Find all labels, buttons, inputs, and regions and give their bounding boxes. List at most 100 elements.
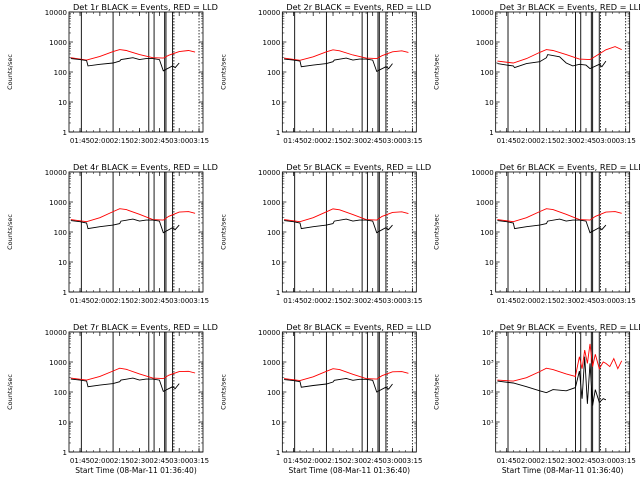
detector-panel: Det 9r BLACK = Events, RED = LLD Counts/s… — [433, 322, 640, 475]
y-axis-label: Counts/sec — [6, 374, 14, 410]
x-tick-label: 01:45 — [497, 137, 517, 145]
detector-panel: Det 8r BLACK = Events, RED = LLD Counts/s… — [219, 322, 431, 475]
chart-title: Det 3r BLACK = Events, RED = LLD — [500, 2, 640, 12]
plot-frame — [281, 11, 417, 133]
x-tick-label: 02:15 — [110, 137, 130, 145]
y-tick-label: 1000 — [476, 39, 494, 47]
x-tick-label: 02:00 — [516, 457, 536, 465]
y-tick-label: 1 — [276, 129, 280, 137]
x-tick-label: 03:00 — [596, 457, 616, 465]
x-tick-label: 02:00 — [303, 457, 323, 465]
y-tick-label: 1 — [63, 449, 67, 457]
x-tick-label: 02:30 — [129, 137, 149, 145]
y-tick-label: 10 — [271, 259, 280, 267]
detector-panel: Det 7r BLACK = Events, RED = LLD Counts/s… — [6, 322, 218, 475]
plot-frame — [495, 331, 631, 453]
y-tick-label: 10000 — [45, 9, 67, 17]
lld-series-line — [284, 49, 409, 61]
x-tick-label: 02:30 — [556, 137, 576, 145]
plot-frame — [495, 11, 631, 133]
x-tick-label: 02:00 — [516, 297, 536, 305]
x-tick-label: 02:45 — [149, 137, 169, 145]
events-series-line — [284, 377, 393, 393]
plot-frame — [68, 171, 204, 293]
x-tick-label: 02:45 — [363, 297, 383, 305]
x-tick-label: 02:30 — [556, 457, 576, 465]
x-axis-label: Start Time (08-Mar-11 01:36:40) — [75, 466, 197, 475]
y-tick-label: 1 — [276, 449, 280, 457]
y-tick-label: 1 — [63, 129, 67, 137]
x-tick-label: 03:15 — [402, 297, 422, 305]
x-tick-label: 02:00 — [303, 137, 323, 145]
y-tick-label: 1000 — [49, 199, 67, 207]
y-tick-label: 100 — [480, 69, 493, 77]
y-tick-label: 1 — [276, 289, 280, 297]
y-tick-label: 10 — [58, 99, 67, 107]
lld-series-line — [70, 208, 196, 223]
x-tick-label: 03:15 — [616, 297, 636, 305]
x-tick-label: 02:00 — [516, 137, 536, 145]
lld-series-line — [497, 46, 622, 64]
y-tick-label: 10 — [485, 99, 494, 107]
y-axis-label: Counts/sec — [433, 214, 441, 250]
plot-frame — [495, 171, 631, 293]
lld-series-line — [284, 368, 409, 382]
x-tick-label: 03:00 — [382, 137, 402, 145]
x-tick-label: 01:45 — [497, 457, 517, 465]
x-tick-label: 02:30 — [556, 297, 576, 305]
chart-title: Det 9r BLACK = Events, RED = LLD — [500, 322, 640, 332]
y-tick-label: 100 — [54, 229, 67, 237]
y-tick-label: 10³ — [482, 359, 494, 367]
x-tick-label: 02:15 — [110, 457, 130, 465]
x-tick-label: 03:15 — [189, 137, 209, 145]
y-tick-label: 10 — [58, 419, 67, 427]
y-tick-label: 10 — [58, 259, 67, 267]
x-tick-label: 02:30 — [129, 297, 149, 305]
detector-panel: Det 6r BLACK = Events, RED = LLD Counts/s… — [433, 162, 640, 305]
x-tick-label: 03:15 — [616, 137, 636, 145]
y-tick-label: 1 — [489, 289, 493, 297]
x-tick-label: 03:15 — [402, 457, 422, 465]
x-tick-label: 02:30 — [343, 297, 363, 305]
y-axis-label: Counts/sec — [433, 54, 441, 90]
x-tick-label: 02:30 — [129, 457, 149, 465]
events-series-line — [497, 356, 607, 406]
x-axis-label: Start Time (08-Mar-11 01:36:40) — [502, 466, 624, 475]
detector-panel: Det 5r BLACK = Events, RED = LLD Counts/s… — [219, 162, 431, 305]
detector-panel: Det 3r BLACK = Events, RED = LLD Counts/s… — [433, 2, 640, 145]
events-series-line — [70, 218, 180, 234]
x-tick-label: 03:00 — [169, 457, 189, 465]
y-tick-label: 10000 — [471, 9, 493, 17]
x-tick-label: 03:00 — [382, 457, 402, 465]
x-tick-label: 02:15 — [536, 297, 556, 305]
y-tick-label: 1000 — [263, 39, 281, 47]
x-tick-label: 03:00 — [169, 297, 189, 305]
chart-title: Det 4r BLACK = Events, RED = LLD — [73, 162, 218, 172]
chart-title: Det 8r BLACK = Events, RED = LLD — [286, 322, 431, 332]
lld-series-line — [70, 49, 196, 61]
y-tick-label: 100 — [267, 389, 280, 397]
x-tick-label: 02:45 — [363, 457, 383, 465]
chart-title: Det 7r BLACK = Events, RED = LLD — [73, 322, 218, 332]
x-tick-label: 02:45 — [149, 297, 169, 305]
y-tick-label: 10² — [482, 389, 494, 397]
detector-panel: Det 2r BLACK = Events, RED = LLD Counts/s… — [219, 2, 431, 145]
y-axis-label: Counts/sec — [219, 54, 227, 90]
x-tick-label: 03:15 — [189, 457, 209, 465]
x-tick-label: 02:15 — [323, 457, 343, 465]
y-tick-label: 1000 — [49, 359, 67, 367]
lld-series-line — [497, 343, 623, 382]
y-tick-label: 10 — [271, 99, 280, 107]
x-tick-label: 02:15 — [323, 297, 343, 305]
y-tick-label: 10000 — [471, 169, 493, 177]
y-tick-label: 10 — [271, 419, 280, 427]
y-axis-label: Counts/sec — [433, 374, 441, 410]
y-tick-label: 100 — [267, 229, 280, 237]
x-tick-label: 02:45 — [576, 137, 596, 145]
y-axis-label: Counts/sec — [6, 214, 14, 250]
y-axis-label: Counts/sec — [219, 214, 227, 250]
chart-title: Det 2r BLACK = Events, RED = LLD — [286, 2, 431, 12]
plot-frame — [68, 331, 204, 453]
